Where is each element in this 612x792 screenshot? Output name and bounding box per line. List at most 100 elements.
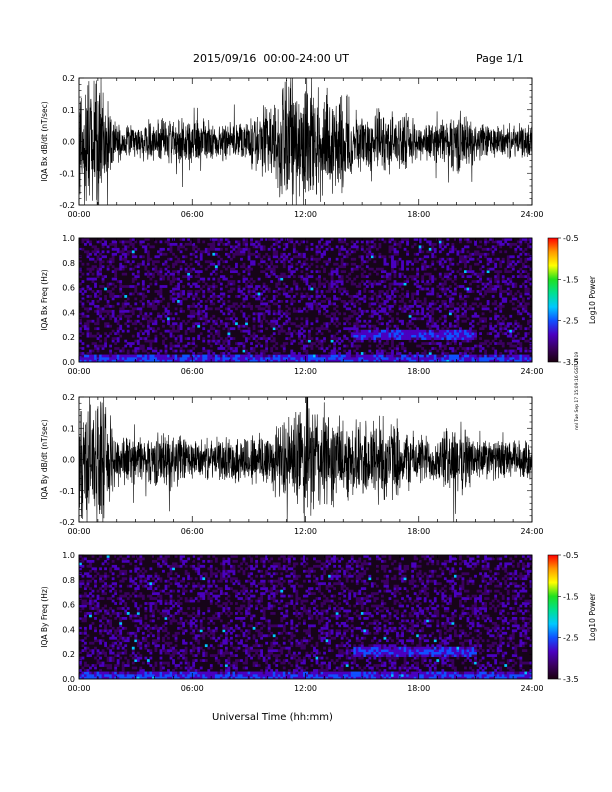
spectrogram-cell <box>474 242 477 246</box>
spectrogram-cell <box>187 270 191 274</box>
spectrogram-cell <box>514 250 518 254</box>
spectrogram-cell <box>524 280 528 283</box>
spectrogram-cell <box>386 304 389 308</box>
spectrogram-cell <box>81 292 85 296</box>
spectrogram-cell <box>179 339 183 343</box>
spectrogram-cell <box>353 242 357 246</box>
spectrogram-cell <box>144 584 148 588</box>
spectrogram-cell <box>194 260 198 264</box>
spectrogram-cell <box>348 339 352 343</box>
spectrogram-cell <box>94 282 97 286</box>
spectrogram-cell <box>305 359 309 363</box>
spectrogram-cell <box>466 339 470 343</box>
spectrogram-cell <box>363 270 367 274</box>
spectrogram-cell <box>121 240 125 244</box>
spectrogram-cell <box>368 324 372 328</box>
spectrogram-cell <box>411 304 415 308</box>
spectrogram-cell <box>232 280 236 283</box>
spectrogram-cell <box>355 312 359 316</box>
spectrogram-cell <box>252 260 256 264</box>
spectrogram-cell <box>330 319 334 323</box>
spectrogram-cell <box>257 245 261 249</box>
spectrogram-cell <box>386 352 389 355</box>
spectrogram-cell <box>167 238 170 241</box>
spectrogram-cell <box>214 265 218 269</box>
spectrogram-cell <box>227 339 231 343</box>
spectrogram-cell <box>222 302 226 306</box>
spectrogram-cell <box>126 612 130 615</box>
spectrogram-cell <box>453 332 457 336</box>
spectrogram-cell <box>91 349 95 353</box>
spectrogram-cell <box>471 272 475 276</box>
spectrogram-cell <box>524 302 528 306</box>
spectrogram-cell <box>438 347 442 350</box>
spectrogram-cell <box>461 334 465 338</box>
spectrogram-cell <box>177 357 180 360</box>
spectrogram-cell <box>496 334 500 338</box>
spectrogram-cell <box>131 579 135 583</box>
spectrogram-cell <box>363 354 367 358</box>
spectrogram-cell <box>509 270 513 274</box>
spectrogram-cell <box>162 339 165 343</box>
spectrogram-cell <box>340 354 344 358</box>
spectrogram-cell <box>393 332 397 336</box>
spectrogram-cell <box>96 659 100 662</box>
spectrogram-cell <box>124 674 128 677</box>
spectrogram-cell <box>514 334 518 338</box>
spectrogram-cell <box>84 626 87 630</box>
spectrogram-cell <box>109 357 113 360</box>
spectrogram-cell <box>94 617 97 620</box>
spectrogram-cell <box>227 342 231 345</box>
spectrogram-cell <box>308 334 311 338</box>
spectrogram-cell <box>426 314 430 318</box>
spectrogram-cell <box>396 332 399 336</box>
spectrogram-cell <box>350 300 354 303</box>
spectrogram-cell <box>177 282 180 286</box>
spectrogram-cell <box>423 354 427 358</box>
spectrogram-cell <box>114 589 118 593</box>
spectrogram-cell <box>81 324 85 328</box>
spectrogram-cell <box>489 332 493 336</box>
spectrogram-cell <box>151 359 155 363</box>
spectrogram-cell <box>375 327 379 331</box>
spectrogram-cell <box>453 290 457 293</box>
spectrogram-cell <box>340 287 344 291</box>
spectrogram-cell <box>411 312 415 316</box>
spectrogram-cell <box>79 664 82 667</box>
spectrogram-cell <box>338 240 342 244</box>
spectrogram-cell <box>486 339 490 343</box>
spectrogram-cell <box>162 285 165 288</box>
spectrogram-cell <box>101 574 105 578</box>
spectrogram-cell <box>86 252 90 256</box>
spectrogram-cell <box>398 334 402 338</box>
spectrogram-cell <box>119 309 123 313</box>
spectrogram-cell <box>310 242 314 246</box>
spectrogram-cell <box>355 300 359 303</box>
spectrogram-cell <box>302 329 306 333</box>
spectrogram-cell <box>184 270 188 274</box>
spectrogram-cell <box>323 304 326 308</box>
spectrogram-cell <box>99 312 102 316</box>
spectrogram-cell <box>413 332 417 336</box>
spectrogram-cell <box>411 277 415 281</box>
spectrogram-cell <box>84 572 87 576</box>
spectrogram-cell <box>325 327 329 331</box>
spectrogram-cell <box>267 275 271 278</box>
spectrogram-cell <box>290 240 294 244</box>
spectrogram-cell <box>496 342 500 345</box>
spectrogram-cell <box>139 292 143 296</box>
spectrogram-cell <box>403 309 407 313</box>
spectrogram-cell <box>109 589 113 593</box>
spectrogram-cell <box>335 339 339 343</box>
spectrogram-cell <box>141 292 145 296</box>
spectrogram-cell <box>416 317 420 321</box>
spectrogram-cell <box>484 252 487 256</box>
spectrogram-cell <box>355 344 359 348</box>
spectrogram-cell <box>509 290 513 293</box>
spectrogram-cell <box>179 295 183 298</box>
spectrogram-cell <box>197 307 201 311</box>
spectrogram-cell <box>212 238 216 241</box>
spectrogram-cell <box>131 592 135 595</box>
spectrogram-cell <box>129 574 133 578</box>
spectrogram-cell <box>383 240 387 244</box>
